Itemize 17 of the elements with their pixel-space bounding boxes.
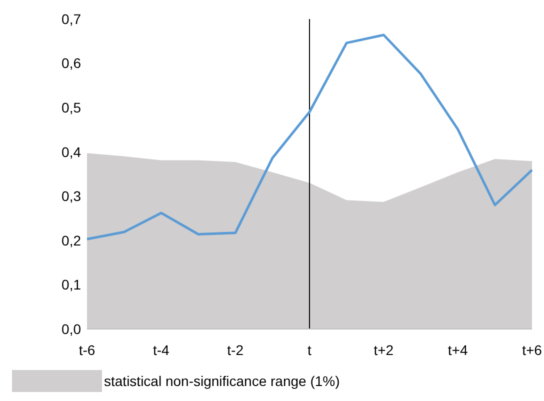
x-tick-label: t+4 xyxy=(448,342,468,358)
x-tick-label: t-6 xyxy=(78,342,96,358)
y-tick-label: 0,3 xyxy=(62,188,82,204)
y-tick-label: 0,5 xyxy=(62,99,82,116)
x-tick-label: t+6 xyxy=(522,342,542,358)
x-tick-label: t+2 xyxy=(374,342,394,358)
y-tick-label: 0,7 xyxy=(62,10,82,27)
x-tick-label: t-4 xyxy=(152,342,170,358)
x-tick-label: t-2 xyxy=(227,342,244,358)
y-tick-label: 0,1 xyxy=(62,276,82,293)
y-tick-label: 0,6 xyxy=(62,55,82,72)
y-tick-label: 0,2 xyxy=(62,232,82,248)
x-tick-label: t xyxy=(308,342,312,358)
y-tick-label: 0,4 xyxy=(62,144,82,160)
y-tick-label: 0,0 xyxy=(62,320,82,337)
line-series xyxy=(86,34,534,240)
text: statistical non-significance range (1%) xyxy=(104,372,340,389)
